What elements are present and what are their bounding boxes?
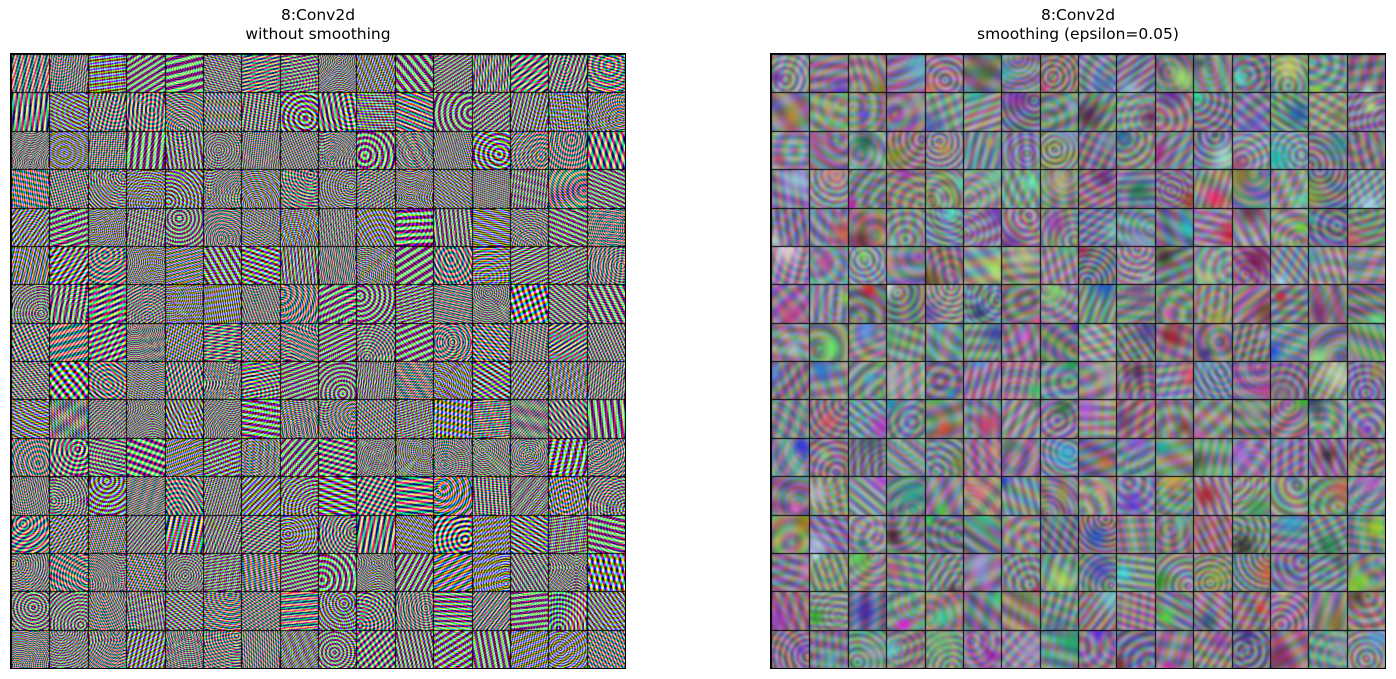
panel-title-line2: without smoothing: [245, 25, 391, 43]
filter-grid-canvas: [771, 54, 1385, 668]
filter-grid-image: [10, 53, 626, 669]
filter-grid-image: [770, 53, 1386, 669]
panel-title-line2: smoothing (epsilon=0.05): [977, 25, 1179, 43]
panel-title-line1: 8:Conv2d: [1040, 6, 1116, 24]
filter-grid-canvas: [11, 54, 625, 668]
panel-title-line1: 8:Conv2d: [280, 6, 356, 24]
panel-title: 8:Conv2d without smoothing: [10, 6, 626, 44]
panel-title: 8:Conv2d smoothing (epsilon=0.05): [770, 6, 1386, 44]
